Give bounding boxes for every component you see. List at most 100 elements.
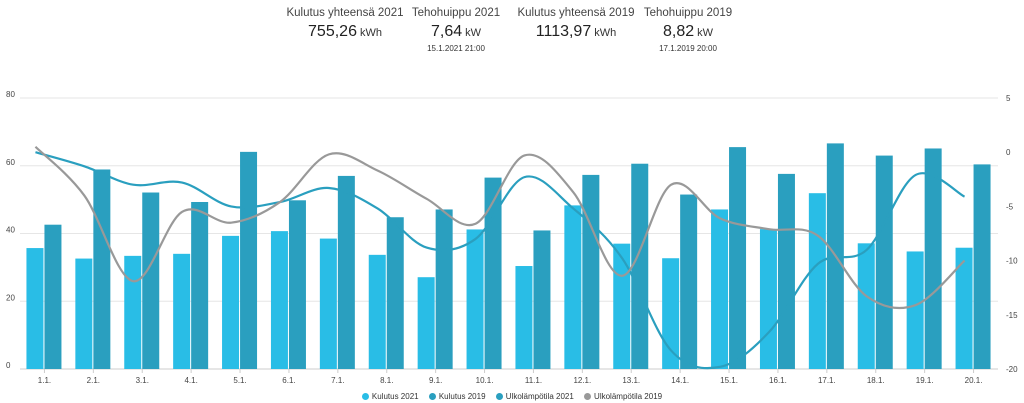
x-tick-label: 17.1. <box>818 376 836 385</box>
peak-power-2019: Tehohuippu 2019 8,82 kW 17.1.2019 20:00 <box>608 6 768 53</box>
stat-timestamp: 15.1.2021 21:00 <box>427 44 485 53</box>
legend-item-kulutus-2021[interactable]: Kulutus 2021 <box>361 392 419 402</box>
x-tick-label: 11.1. <box>525 376 542 385</box>
stat-value: 1113,97 <box>535 23 592 40</box>
bar <box>288 200 306 369</box>
y-left-tick-label: 80 <box>6 90 15 99</box>
bar <box>631 163 649 369</box>
total-consumption-2021: Kulutus yhteensä 2021 755,26 kWh <box>265 6 425 43</box>
y-right-tick-label: -20 <box>1006 365 1018 374</box>
bar <box>93 169 111 369</box>
bar <box>564 205 582 369</box>
y-right-tick-label: -15 <box>1006 311 1018 320</box>
bar <box>875 155 893 369</box>
x-tick-label: 6.1. <box>282 376 295 385</box>
y-right-tick-label: -5 <box>1006 202 1014 211</box>
x-tick-label: 7.1. <box>331 376 344 385</box>
bar <box>435 209 453 369</box>
y-left-tick-label: 20 <box>6 293 15 302</box>
legend-label: Kulutus 2021 <box>371 392 419 401</box>
stat-label: Tehohuippu 2019 <box>643 7 733 19</box>
bar <box>808 193 826 369</box>
temperature-line <box>34 146 966 310</box>
legend-label: Kulutus 2019 <box>438 392 486 401</box>
stat-unit: kW <box>465 27 482 39</box>
x-tick-label: 13.1. <box>622 376 640 385</box>
stat-value: 755,26 <box>308 23 357 40</box>
bar <box>173 253 191 369</box>
bar <box>906 251 924 369</box>
stat-value: 8,82 <box>662 23 695 40</box>
bar <box>955 247 973 369</box>
y-left-tick-label: 0 <box>6 361 11 370</box>
bar <box>466 229 484 369</box>
total-consumption-2019: Kulutus yhteensä 2019 1113,97 kWh <box>496 6 656 43</box>
bar <box>613 243 631 369</box>
bar <box>857 243 875 369</box>
stat-unit: kWh <box>359 27 382 39</box>
bar <box>142 192 160 369</box>
bar <box>319 238 337 369</box>
legend-label: Ulkolämpötila 2019 <box>594 392 663 401</box>
x-tick-label: 15.1. <box>720 376 738 385</box>
legend-dot <box>361 393 369 400</box>
bar <box>240 151 258 369</box>
x-tick-label: 4.1. <box>184 376 197 385</box>
bar <box>515 266 533 369</box>
x-tick-label: 20.1. <box>965 376 983 385</box>
bar <box>337 175 355 369</box>
y-right-tick-label: 0 <box>1006 148 1011 157</box>
bar <box>533 230 551 369</box>
bar <box>417 277 435 369</box>
stat-unit: kWh <box>594 27 617 39</box>
bar <box>973 164 991 369</box>
bar <box>711 209 729 369</box>
temperature-line <box>35 151 966 370</box>
x-tick-label: 18.1. <box>867 376 885 385</box>
legend-item-kulutus-2019[interactable]: Kulutus 2019 <box>428 392 486 402</box>
x-tick-label: 16.1. <box>769 376 787 385</box>
legend-item-ulkolampotila-2019[interactable]: Ulkolämpötila 2019 <box>584 392 662 402</box>
bar <box>777 173 795 369</box>
chart-legend: Kulutus 2021 Kulutus 2019 Ulkolämpötila … <box>0 392 1024 403</box>
bar <box>484 177 502 369</box>
legend-dot <box>428 393 436 400</box>
bar <box>368 254 386 369</box>
bar <box>124 255 142 369</box>
x-tick-label: 10.1. <box>476 376 494 385</box>
stat-timestamp: 17.1.2019 20:00 <box>659 44 717 53</box>
bar <box>662 258 680 369</box>
bar <box>191 201 209 369</box>
x-tick-label: 12.1. <box>573 376 591 385</box>
y-right-tick-label: 5 <box>1006 94 1011 103</box>
x-tick-label: 9.1. <box>429 376 442 385</box>
bar <box>270 231 288 369</box>
bar <box>582 174 600 369</box>
bar <box>75 258 93 369</box>
summary-stats: Kulutus yhteensä 2021 755,26 kWh Tehohuip… <box>0 0 1024 60</box>
stat-label: Kulutus yhteensä 2021 <box>286 7 404 19</box>
stat-value: 7,64 <box>430 23 463 40</box>
legend-label: Ulkolämpötila 2021 <box>505 392 574 401</box>
x-tick-label: 3.1. <box>136 376 149 385</box>
bar <box>729 147 747 369</box>
legend-item-ulkolampotila-2021[interactable]: Ulkolämpötila 2021 <box>495 392 574 402</box>
x-tick-label: 5.1. <box>233 376 246 385</box>
x-tick-label: 1.1. <box>38 376 51 385</box>
legend-dot <box>495 393 503 400</box>
stat-label: Tehohuippu 2021 <box>411 7 501 19</box>
x-tick-label: 2.1. <box>87 376 100 385</box>
stat-label: Kulutus yhteensä 2019 <box>517 7 635 19</box>
bar <box>924 148 942 369</box>
stat-unit: kW <box>697 27 714 39</box>
x-tick-label: 8.1. <box>380 376 393 385</box>
y-right-tick-label: -10 <box>1006 257 1018 266</box>
bar <box>26 248 44 369</box>
bar <box>680 194 698 369</box>
bar <box>759 229 777 369</box>
x-tick-label: 19.1. <box>916 376 934 385</box>
legend-dot <box>584 393 592 400</box>
y-left-tick-label: 40 <box>6 226 15 235</box>
x-tick-label: 14.1. <box>671 376 689 385</box>
y-left-tick-label: 60 <box>6 158 15 167</box>
